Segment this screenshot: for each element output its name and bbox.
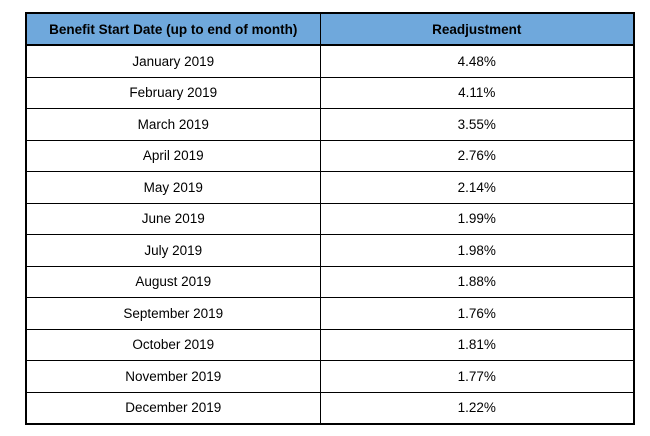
readjustment-cell: 2.76% (319, 139, 635, 172)
header-readjustment: Readjustment (319, 12, 635, 46)
readjustment-cell: 1.99% (319, 202, 635, 235)
month-cell: October 2019 (25, 328, 321, 361)
readjustment-table: Benefit Start Date (up to end of month) … (25, 12, 635, 425)
month-cell: January 2019 (25, 44, 321, 78)
table-row: September 2019 1.76% (25, 297, 635, 330)
month-cell: September 2019 (25, 297, 321, 330)
month-cell: March 2019 (25, 108, 321, 141)
readjustment-cell: 1.77% (319, 360, 635, 393)
readjustment-cell: 1.22% (319, 391, 635, 425)
table-row: January 2019 4.48% (25, 44, 635, 78)
month-cell: July 2019 (25, 234, 321, 267)
table-row: August 2019 1.88% (25, 265, 635, 298)
month-cell: December 2019 (25, 391, 321, 425)
month-cell: April 2019 (25, 139, 321, 172)
table-row: March 2019 3.55% (25, 108, 635, 141)
readjustment-cell: 1.81% (319, 328, 635, 361)
readjustment-cell: 1.98% (319, 234, 635, 267)
readjustment-cell: 2.14% (319, 171, 635, 204)
table-row: November 2019 1.77% (25, 360, 635, 393)
month-cell: June 2019 (25, 202, 321, 235)
table-row: June 2019 1.99% (25, 202, 635, 235)
month-cell: February 2019 (25, 76, 321, 109)
table-row: December 2019 1.22% (25, 391, 635, 425)
header-benefit-start-date: Benefit Start Date (up to end of month) (25, 12, 321, 46)
table-row: February 2019 4.11% (25, 76, 635, 109)
readjustment-cell: 4.11% (319, 76, 635, 109)
table-header-row: Benefit Start Date (up to end of month) … (25, 12, 635, 46)
table-row: April 2019 2.76% (25, 139, 635, 172)
readjustment-cell: 3.55% (319, 108, 635, 141)
readjustment-cell: 4.48% (319, 44, 635, 78)
readjustment-cell: 1.88% (319, 265, 635, 298)
table-row: October 2019 1.81% (25, 328, 635, 361)
readjustment-table-container: Benefit Start Date (up to end of month) … (25, 12, 635, 425)
table-row: May 2019 2.14% (25, 171, 635, 204)
table-row: July 2019 1.98% (25, 234, 635, 267)
month-cell: August 2019 (25, 265, 321, 298)
month-cell: May 2019 (25, 171, 321, 204)
month-cell: November 2019 (25, 360, 321, 393)
readjustment-cell: 1.76% (319, 297, 635, 330)
